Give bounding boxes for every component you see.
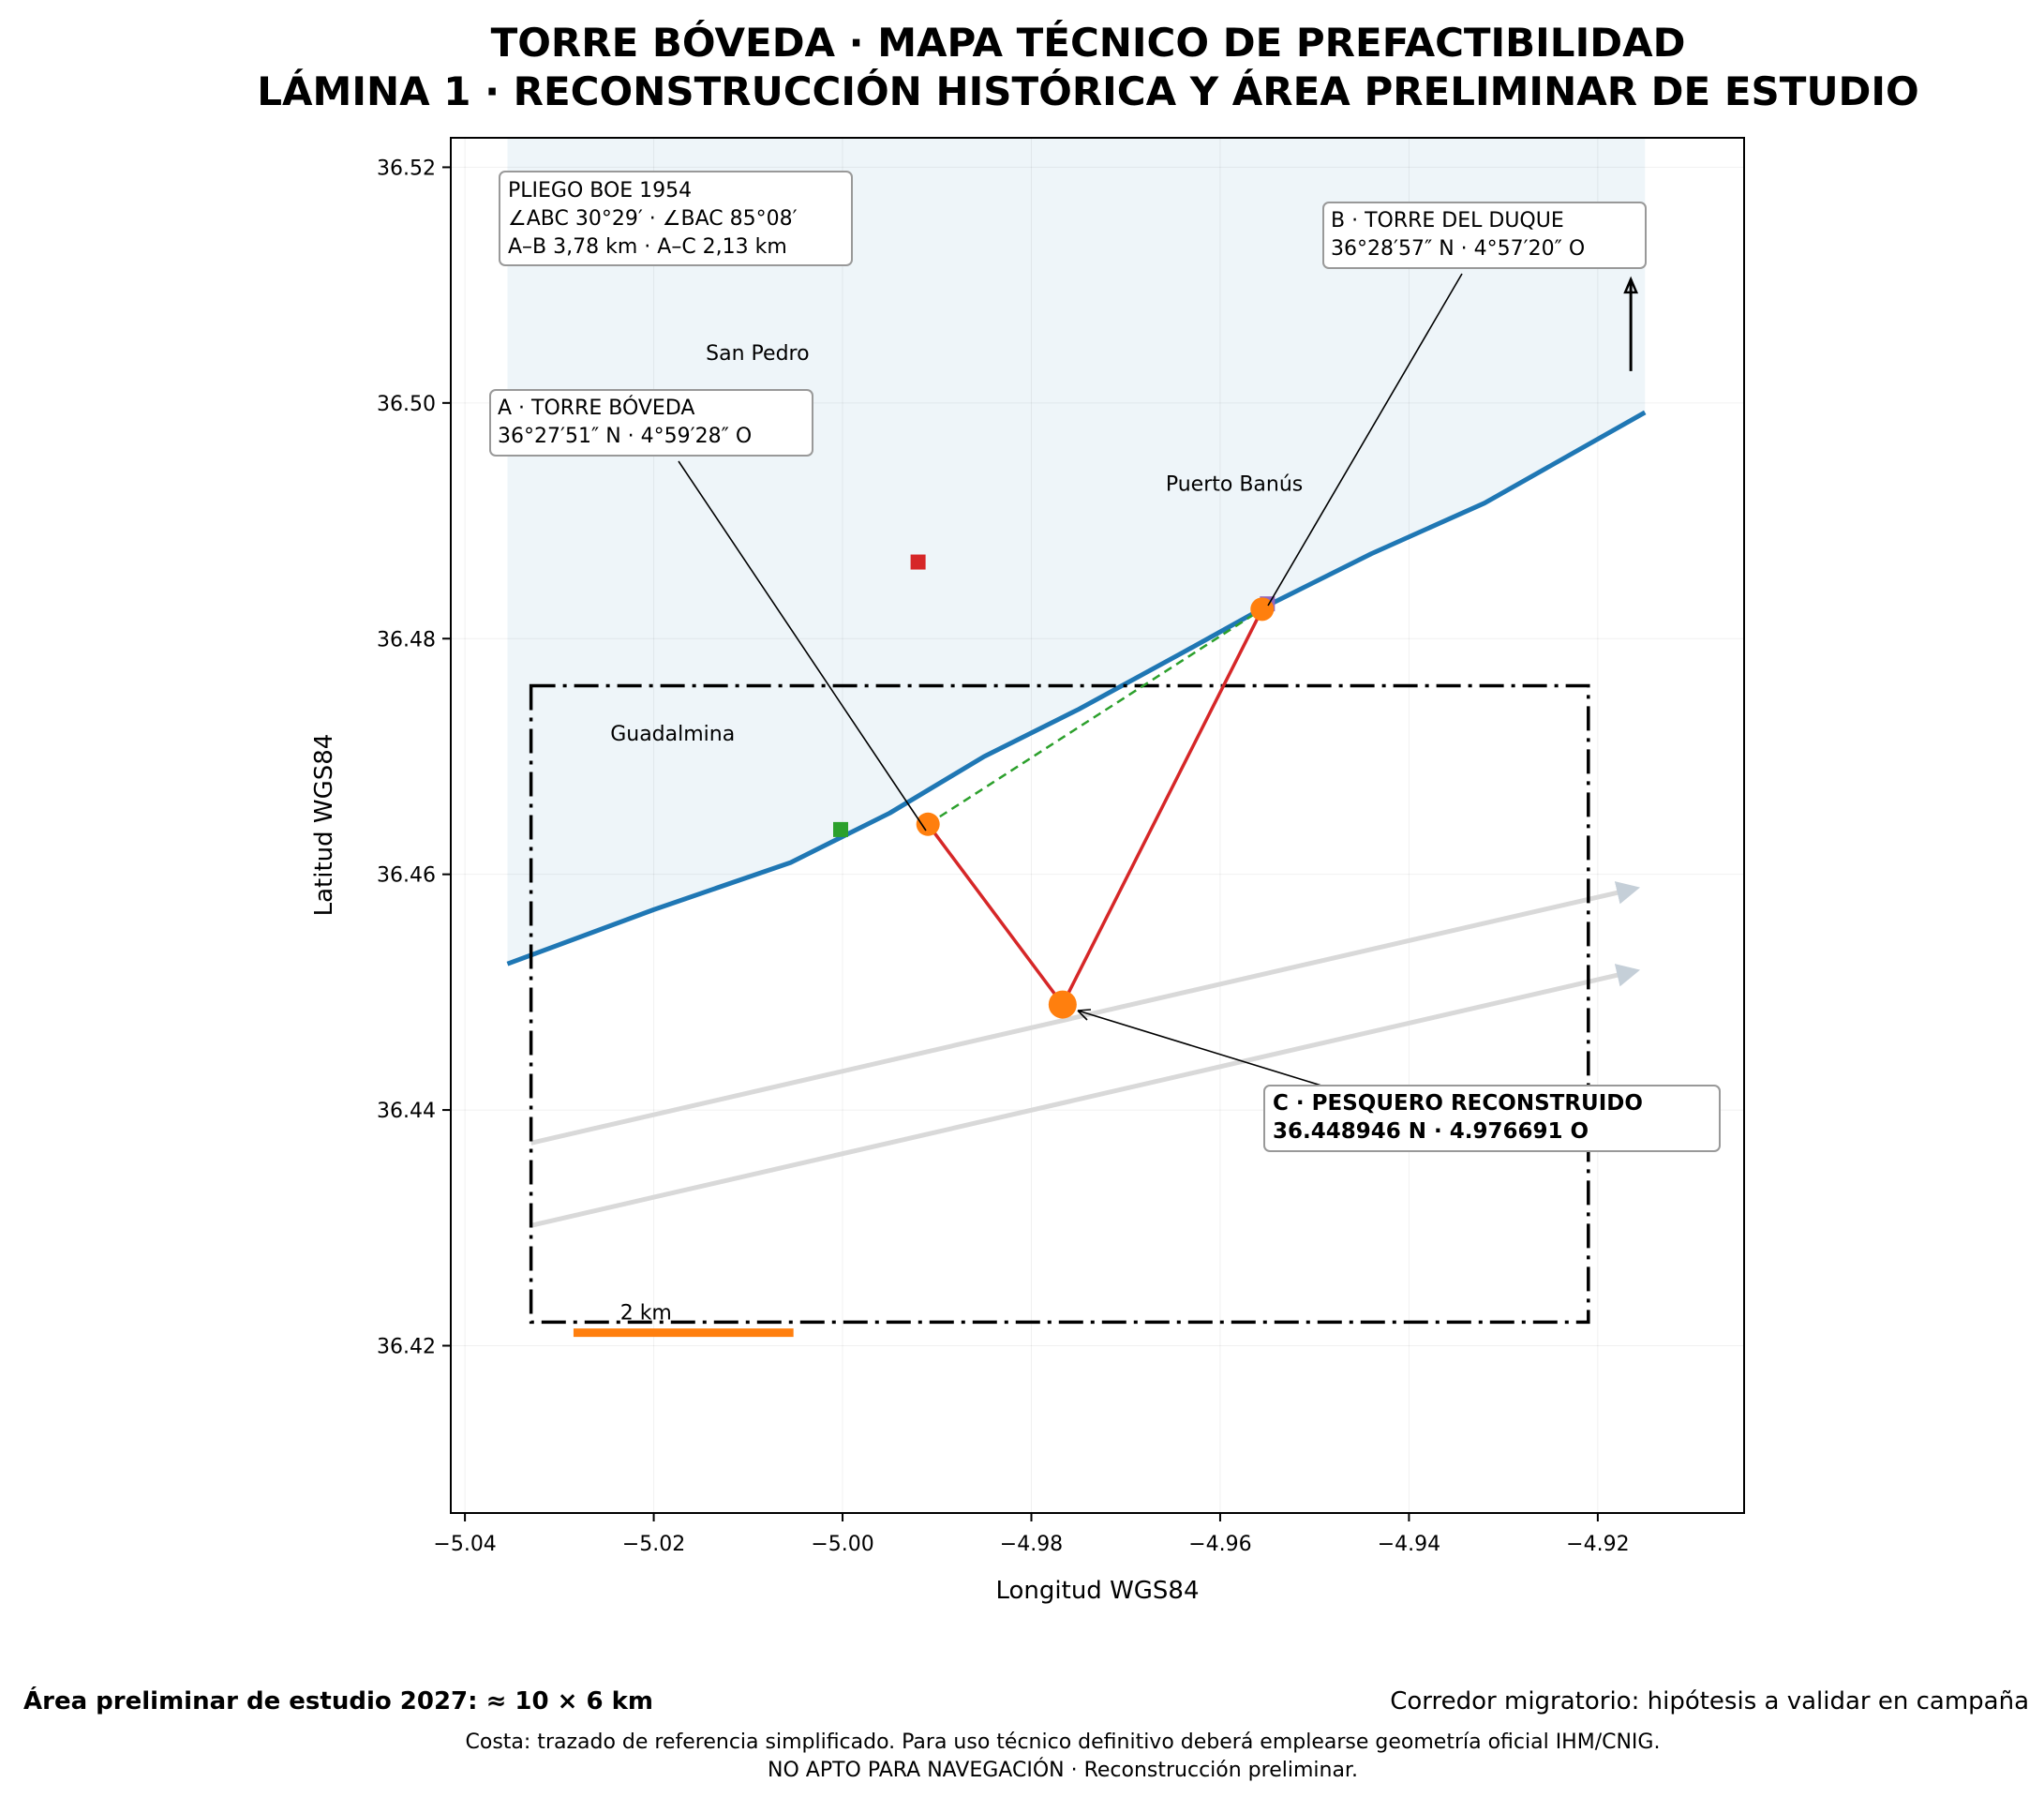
point-b-marker (1250, 597, 1275, 622)
migration-corridor (530, 881, 1641, 1228)
y-tick-label: 36.52 (377, 157, 436, 180)
y-tick-label: 36.42 (377, 1335, 436, 1358)
annotation-point-b: B · TORRE DEL DUQUE 36°28′57″ N · 4°57′2… (1322, 202, 1647, 269)
footer-navigation-warning: NO APTO PARA NAVEGACIÓN · Reconstrucción… (768, 1758, 1358, 1782)
migration-arrow-2 (530, 964, 1641, 1228)
y-axis-ticks: 36.42 36.44 36.46 36.48 36.50 36.52 (377, 157, 451, 1358)
footer-coast-disclaimer: Costa: trazado de referencia simplificad… (466, 1731, 1661, 1754)
land-area (507, 138, 1646, 965)
scale-bar-label: 2 km (620, 1302, 672, 1326)
point-a-coords: 36°27′51″ N · 4°59′28″ O (498, 425, 752, 448)
point-c-name: C · PESQUERO RECONSTRUIDO (1273, 1091, 1643, 1116)
x-tick-label: −4.92 (1566, 1533, 1629, 1556)
footer-corridor-note: Corredor migratorio: hipótesis a validar… (1390, 1687, 2029, 1716)
point-b-coords: 36°28′57″ N · 4°57′20″ O (1331, 237, 1585, 261)
plot-frame (450, 137, 1745, 1514)
place-label-san-pedro: San Pedro (706, 342, 809, 366)
north-arrow (1623, 276, 1639, 371)
x-tick-label: −5.00 (811, 1533, 873, 1556)
x-axis-ticks: −5.04 −5.02 −5.00 −4.98 −4.96 −4.94 −4.92 (433, 1513, 1630, 1556)
survey-points (916, 597, 1275, 1019)
leader-line-b (1267, 273, 1463, 607)
x-tick-label: −4.98 (1000, 1533, 1063, 1556)
annotation-point-a: A · TORRE BÓVEDA 36°27′51″ N · 4°59′28″ … (489, 389, 813, 457)
point-c-marker (1048, 990, 1077, 1019)
y-tick-label: 36.50 (377, 393, 436, 416)
y-axis-label: Latitud WGS84 (310, 734, 338, 917)
x-axis-label: Longitud WGS84 (995, 1577, 1199, 1605)
x-tick-label: −4.94 (1378, 1533, 1440, 1556)
pliego-line-1: PLIEGO BOE 1954 (508, 179, 692, 202)
map-title-line2: LÁMINA 1 · RECONSTRUCCIÓN HISTÓRICA Y ÁR… (257, 67, 1919, 114)
y-tick-label: 36.44 (377, 1100, 436, 1123)
map-title-line1: TORRE BÓVEDA · MAPA TÉCNICO DE PREFACTIB… (491, 19, 1686, 66)
pliego-line-2: ∠ABC 30°29′ · ∠BAC 85°08′ (508, 207, 798, 231)
place-label-puerto-banus: Puerto Banús (1166, 472, 1303, 496)
leader-line-a (678, 460, 927, 832)
place-label-guadalmina: Guadalmina (610, 723, 735, 746)
study-area-rectangle (529, 683, 1590, 1325)
point-a-marker (916, 812, 940, 836)
y-tick-label: 36.48 (377, 628, 436, 652)
pliego-line-3: A–B 3,78 km · A–C 2,13 km (508, 235, 787, 259)
dashed-link-a-b (927, 607, 1263, 826)
point-c-coords: 36.448946 N · 4.976691 O (1273, 1119, 1589, 1144)
y-tick-label: 36.46 (377, 864, 436, 888)
x-tick-label: −5.02 (622, 1533, 685, 1556)
footer-area-note: Área preliminar de estudio 2027: ≈ 10 × … (23, 1686, 653, 1716)
plot-area: 2 km San Pedro Puerto Banús Guadalmina P… (451, 138, 1744, 1513)
coastline (506, 410, 1647, 966)
x-tick-label: −4.96 (1188, 1533, 1251, 1556)
leader-arrowhead-c (1077, 1009, 1092, 1021)
reference-square-1 (910, 554, 926, 570)
x-tick-label: −5.04 (433, 1533, 496, 1556)
leader-line-c (1077, 1010, 1322, 1086)
point-b-name: B · TORRE DEL DUQUE (1331, 209, 1564, 232)
annotation-pliego: PLIEGO BOE 1954 ∠ABC 30°29′ · ∠BAC 85°08… (499, 171, 853, 266)
annotation-point-c: C · PESQUERO RECONSTRUIDO 36.448946 N · … (1263, 1085, 1721, 1152)
reference-square-2 (833, 821, 849, 837)
point-a-name: A · TORRE BÓVEDA (498, 396, 694, 420)
